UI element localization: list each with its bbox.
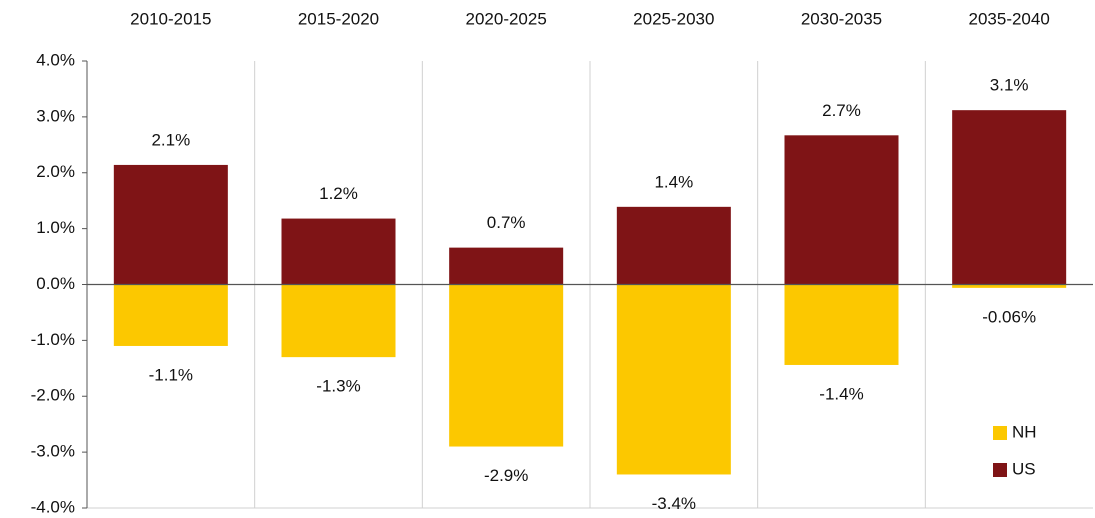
category-label: 2030-2035: [801, 9, 882, 28]
category-label: 2025-2030: [633, 9, 714, 28]
category-label: 2010-2015: [130, 9, 211, 28]
data-label: -0.06%: [982, 307, 1036, 326]
bar: [281, 218, 396, 285]
bar: [952, 284, 1067, 288]
data-label: -2.9%: [484, 466, 528, 485]
bar: [952, 110, 1067, 285]
y-tick-label: 3.0%: [36, 106, 75, 125]
data-label: 0.7%: [487, 213, 526, 232]
y-tick-label: 1.0%: [36, 218, 75, 237]
data-label: 3.1%: [990, 76, 1029, 95]
bar: [616, 206, 731, 285]
category-label: 2035-2040: [969, 9, 1050, 28]
legend-label: US: [1012, 459, 1036, 478]
bar: [449, 284, 564, 447]
category-label: 2015-2020: [298, 9, 379, 28]
data-label: -1.1%: [149, 365, 193, 384]
data-label: 2.1%: [151, 130, 190, 149]
data-label: 1.4%: [654, 172, 693, 191]
y-tick-label: -2.0%: [31, 386, 75, 405]
data-label: 2.7%: [822, 101, 861, 120]
y-tick-label: 4.0%: [36, 50, 75, 69]
bar: [784, 135, 899, 285]
y-tick-label: 2.0%: [36, 162, 75, 181]
bar: [784, 284, 899, 365]
data-label: -1.3%: [316, 377, 360, 396]
legend-swatch: [993, 426, 1007, 440]
y-tick-label: -1.0%: [31, 330, 75, 349]
y-tick-label: -3.0%: [31, 442, 75, 461]
legend-label: NH: [1012, 422, 1037, 441]
y-tick-label: -4.0%: [31, 497, 75, 516]
y-tick-label: 0.0%: [36, 274, 75, 293]
data-label: 1.2%: [319, 184, 358, 203]
legend-swatch: [993, 463, 1007, 477]
category-label: 2020-2025: [466, 9, 547, 28]
bar: [113, 164, 228, 285]
data-label: -3.4%: [652, 494, 696, 513]
bar: [616, 284, 731, 475]
bar: [281, 284, 396, 358]
data-label: -1.4%: [819, 384, 863, 403]
bar: [449, 247, 564, 285]
bar: [113, 284, 228, 346]
